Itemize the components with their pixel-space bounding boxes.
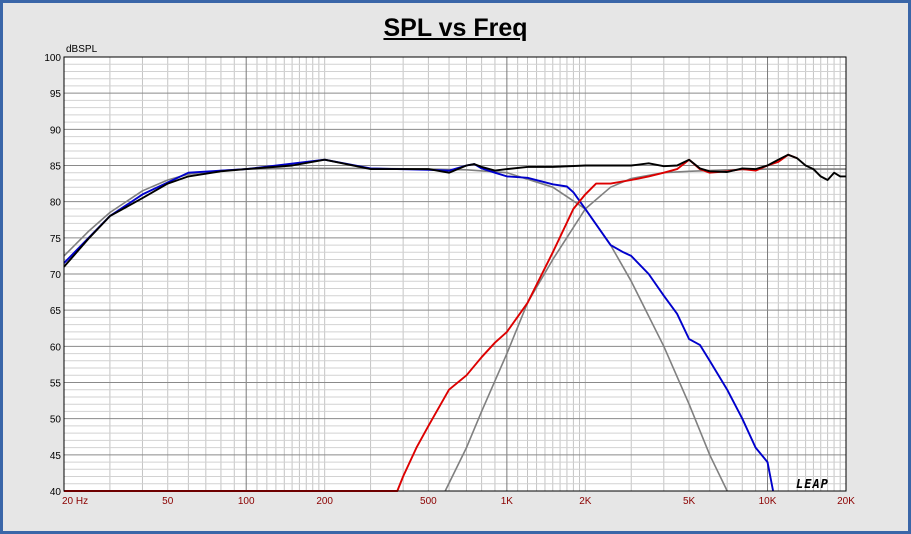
x-tick-label: 20 Hz xyxy=(62,496,88,507)
plot-border xyxy=(63,56,847,492)
chart-title: SPL vs Freq xyxy=(383,14,528,42)
y-tick-label: 65 xyxy=(50,306,62,317)
x-tick-label: 5K xyxy=(683,496,696,507)
y-tick-label: 70 xyxy=(50,270,62,281)
x-tick-label: 20K xyxy=(837,496,855,507)
y-tick-labels: 100 95 90 85 80 75 70 65 60 55 50 45 40 xyxy=(44,53,61,498)
y-tick-label: 80 xyxy=(50,198,62,209)
x-tick-label: 200 xyxy=(316,496,333,507)
x-tick-label: 50 xyxy=(162,496,174,507)
series-line-4 xyxy=(63,153,846,268)
x-tick-labels: 20 Hz 50 100 200 500 1K 2K 5K 10K 20K xyxy=(62,496,855,507)
x-tick-label: 500 xyxy=(420,496,437,507)
y-tick-label: 95 xyxy=(50,89,62,100)
x-tick-label: 100 xyxy=(238,496,255,507)
series-layer xyxy=(63,153,846,492)
major-grid xyxy=(64,56,846,492)
y-tick-label: 55 xyxy=(50,379,62,390)
x-tick-label: 1K xyxy=(501,496,514,507)
y-tick-label: 45 xyxy=(50,451,62,462)
y-axis-label: dBSPL xyxy=(66,44,98,55)
y-tick-label: 85 xyxy=(50,162,62,173)
y-tick-label: 60 xyxy=(50,342,62,353)
y-tick-label: 40 xyxy=(50,487,62,498)
y-tick-label: 50 xyxy=(50,415,62,426)
y-tick-label: 75 xyxy=(50,234,62,245)
y-tick-label: 100 xyxy=(44,53,61,64)
x-tick-label: 10K xyxy=(759,496,777,507)
leap-logo: LEAP xyxy=(796,477,829,491)
x-tick-label: 2K xyxy=(579,496,592,507)
y-tick-label: 90 xyxy=(50,125,62,136)
